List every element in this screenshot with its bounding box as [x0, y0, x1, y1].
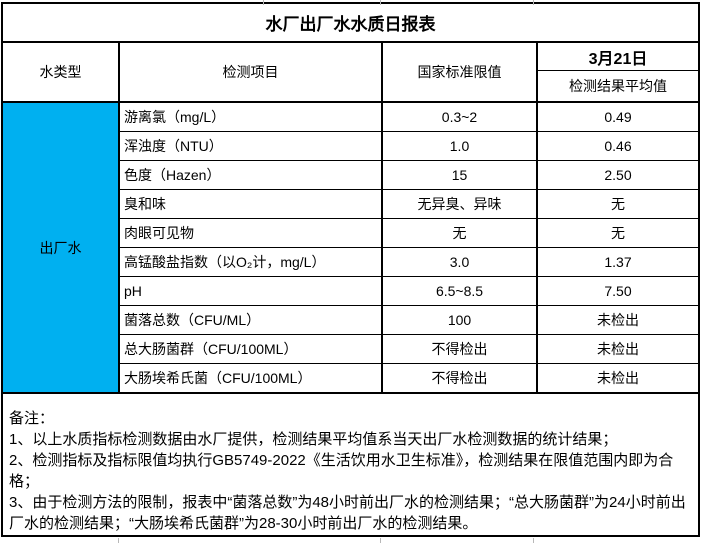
result-cell: 1.37	[536, 247, 700, 277]
title-row: 水厂出厂水水质日报表	[1, 2, 700, 43]
gridline-stub	[118, 538, 119, 543]
table-row: 出厂水 游离氯（mg/L） 0.3~2 0.49	[1, 101, 700, 394]
limit-cell: 0.3~2	[381, 101, 538, 132]
table-row: 色度（Hazen） 15 2.50	[2, 160, 700, 190]
test-item-cell: 总大肠菌群（CFU/100ML）	[118, 334, 383, 364]
limit-cell: 15	[381, 160, 538, 190]
result-cell: 未检出	[536, 363, 700, 394]
gridline-stub	[263, 0, 264, 5]
col-header-water-type: 水类型	[1, 41, 120, 103]
table-row: 菌落总数（CFU/ML） 100 未检出	[2, 305, 700, 335]
result-cell: 未检出	[536, 334, 700, 364]
notes-cell: 备注： 1、以上水质指标检测数据由水厂提供，检测结果平均值系当天出厂水检测数据的…	[1, 392, 700, 537]
table-row: 浑浊度（NTU） 1.0 0.46	[2, 131, 700, 161]
header-row: 水类型 检测项目 国家标准限值 3月21日	[1, 41, 700, 103]
test-item-cell: 游离氯（mg/L）	[118, 101, 383, 132]
test-item-cell: 大肠埃希氏菌（CFU/100ML）	[118, 363, 383, 394]
note-line-1: 1、以上水质指标检测数据由水厂提供，检测结果平均值系当天出厂水检测数据的统计结果…	[9, 431, 618, 448]
limit-cell: 3.0	[381, 247, 538, 277]
table-row: 高锰酸盐指数（以O₂计，mg/L） 3.0 1.37	[2, 247, 700, 277]
result-cell: 无	[536, 218, 700, 248]
col-header-test-item: 检测项目	[118, 41, 383, 103]
gridline-stub	[380, 0, 381, 5]
result-cell: 0.46	[536, 131, 700, 161]
limit-cell: 不得检出	[381, 363, 538, 394]
result-cell: 无	[536, 189, 700, 219]
report-title: 水厂出厂水水质日报表	[1, 2, 700, 43]
limit-cell: 无	[381, 218, 538, 248]
test-item-cell: 臭和味	[118, 189, 383, 219]
header-subrow: 检测结果平均值	[2, 70, 700, 103]
note-line-3: 3、由于检测方法的限制，报表中“菌落总数”为48小时前出厂水的检测结果；“总大肠…	[9, 494, 686, 532]
result-cell: 7.50	[536, 276, 700, 306]
note-line-2: 2、检测指标及指标限值均执行GB5749-2022《生活饮用水卫生标准》，检测结…	[9, 452, 674, 490]
notes-row: 备注： 1、以上水质指标检测数据由水厂提供，检测结果平均值系当天出厂水检测数据的…	[1, 392, 700, 537]
water-quality-report-table: 水厂出厂水水质日报表 水类型 检测项目 国家标准限值 3月21日 检测结果平均值…	[1, 2, 700, 537]
table-row: 总大肠菌群（CFU/100ML） 不得检出 未检出	[2, 334, 700, 364]
col-header-result-avg: 检测结果平均值	[536, 70, 700, 103]
limit-cell: 100	[381, 305, 538, 335]
gridline-stub	[380, 538, 381, 543]
result-cell: 0.49	[536, 101, 700, 132]
limit-cell: 无异臭、异味	[381, 189, 538, 219]
water-type-cell: 出厂水	[1, 101, 120, 394]
result-cell: 2.50	[536, 160, 700, 190]
test-item-cell: 肉眼可见物	[118, 218, 383, 248]
table-row: 大肠埃希氏菌（CFU/100ML） 不得检出 未检出	[2, 363, 700, 394]
table-row: 肉眼可见物 无 无	[2, 218, 700, 248]
col-header-date: 3月21日	[536, 41, 700, 71]
limit-cell: 6.5~8.5	[381, 276, 538, 306]
test-item-cell: 色度（Hazen）	[118, 160, 383, 190]
notes-label: 备注：	[9, 410, 55, 427]
table-row: 臭和味 无异臭、异味 无	[2, 189, 700, 219]
gridline-stub	[533, 0, 534, 5]
test-item-cell: pH	[118, 276, 383, 306]
result-cell: 未检出	[536, 305, 700, 335]
limit-cell: 不得检出	[381, 334, 538, 364]
test-item-cell: 浑浊度（NTU）	[118, 131, 383, 161]
test-item-cell: 菌落总数（CFU/ML）	[118, 305, 383, 335]
test-item-cell: 高锰酸盐指数（以O₂计，mg/L）	[118, 247, 383, 277]
limit-cell: 1.0	[381, 131, 538, 161]
col-header-standard-limit: 国家标准限值	[381, 41, 538, 103]
gridline-stub	[533, 538, 534, 543]
